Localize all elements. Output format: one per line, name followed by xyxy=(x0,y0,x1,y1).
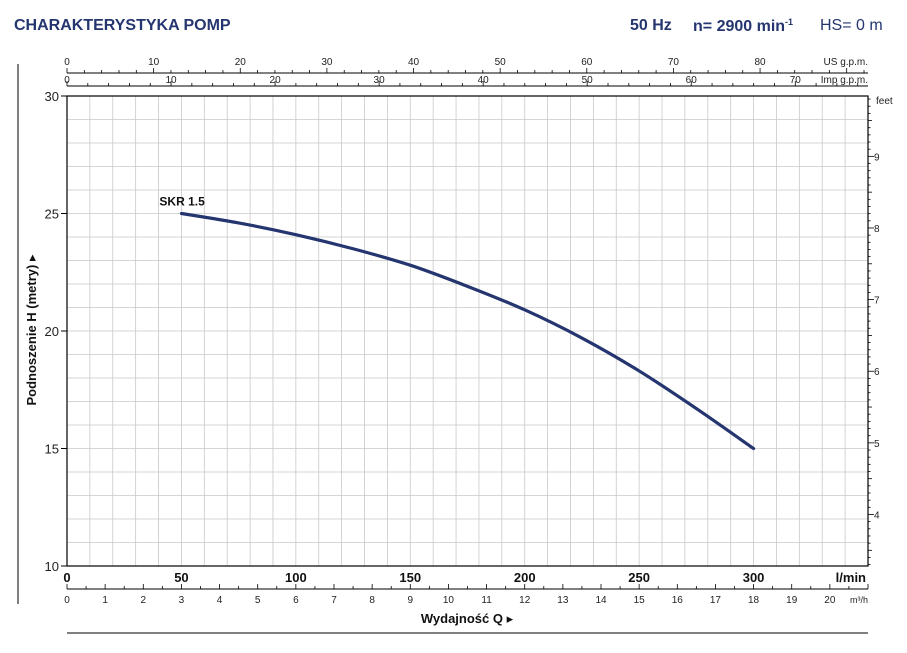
y-tick-label: 10 xyxy=(45,559,59,574)
y-tick-label: 25 xyxy=(45,207,59,222)
grid-lines xyxy=(67,96,868,566)
x-tick-label: 250 xyxy=(628,570,650,585)
feet-tick-label: 9 xyxy=(874,152,880,163)
imp-gpm-unit-label: Imp g.p.m. xyxy=(821,75,868,86)
imp-gpm-tick-label: 20 xyxy=(270,75,282,86)
x-unit-label: l/min xyxy=(836,570,866,585)
us-gpm-tick-label: 30 xyxy=(321,57,333,68)
speed-exponent: -1 xyxy=(785,17,794,27)
m3h-axis: 0 1 2 3 4 5 6 7 8 9 10 11 12 13 14 15 16 17 18 19 20 m³/h xyxy=(64,584,869,606)
m3h-tick-label: 5 xyxy=(255,595,261,606)
x-tick-label: 150 xyxy=(399,570,421,585)
x-tick-label: 50 xyxy=(174,570,188,585)
series-layer: SKR 1.5 xyxy=(159,195,756,451)
us-gpm-tick-label: 80 xyxy=(754,57,766,68)
top-flow-axes: 0 10 20 30 40 50 60 70 80 US g.p.m. 0 10 20 30 40 50 60 7… xyxy=(64,57,868,87)
speed-label: n= 2900 min-1 xyxy=(693,17,793,36)
m3h-tick-label: 16 xyxy=(672,595,684,606)
y-axis: 10 15 20 25 30 xyxy=(45,89,67,574)
feet-tick-label: 4 xyxy=(874,510,880,521)
m3h-tick-label: 15 xyxy=(634,595,646,606)
m3h-tick-label: 4 xyxy=(217,595,223,606)
x-axis: 0 50 100 150 200 250 300 l/min xyxy=(63,570,866,585)
m3h-tick-label: 17 xyxy=(710,595,722,606)
suction-head-label: HS= 0 m xyxy=(820,17,883,34)
feet-tick-label: 8 xyxy=(874,224,880,235)
imp-gpm-tick-label: 0 xyxy=(64,75,70,86)
m3h-tick-label: 10 xyxy=(443,595,455,606)
m3h-tick-label: 20 xyxy=(824,595,836,606)
y-tick-label: 30 xyxy=(45,89,59,104)
m3h-tick-label: 3 xyxy=(179,595,185,606)
m3h-tick-label: 1 xyxy=(102,595,108,606)
feet-unit-label: feet xyxy=(876,96,893,107)
us-gpm-tick-label: 40 xyxy=(408,57,420,68)
imp-gpm-tick-label: 10 xyxy=(165,75,177,86)
x-tick-label: 100 xyxy=(285,570,307,585)
plot-frame xyxy=(17,64,869,634)
m3h-tick-label: 7 xyxy=(331,595,337,606)
imp-gpm-tick-label: 40 xyxy=(478,75,490,86)
x-axis-title: Wydajność Q ▸ xyxy=(421,611,514,626)
m3h-tick-label: 13 xyxy=(557,595,569,606)
m3h-tick-label: 6 xyxy=(293,595,299,606)
imp-gpm-tick-label: 70 xyxy=(790,75,802,86)
m3h-tick-label: 8 xyxy=(369,595,375,606)
imp-gpm-tick-label: 30 xyxy=(374,75,386,86)
x-tick-label: 300 xyxy=(743,570,765,585)
m3h-tick-label: 19 xyxy=(786,595,798,606)
feet-tick-label: 6 xyxy=(874,367,880,378)
y-tick-label: 20 xyxy=(45,324,59,339)
m3h-tick-label: 12 xyxy=(519,595,531,606)
us-gpm-unit-label: US g.p.m. xyxy=(824,57,868,68)
us-gpm-tick-label: 50 xyxy=(495,57,507,68)
us-gpm-tick-label: 70 xyxy=(668,57,680,68)
y-axis-title: Podnoszenie H (metry) ▸ xyxy=(24,254,39,405)
axis-titles: Podnoszenie H (metry) ▸ Wydajność Q ▸ xyxy=(24,254,514,626)
m3h-tick-label: 9 xyxy=(408,595,414,606)
m3h-tick-label: 11 xyxy=(481,595,492,606)
m3h-tick-label: 18 xyxy=(748,595,760,606)
series-label: SKR 1.5 xyxy=(159,195,205,209)
imp-gpm-tick-label: 60 xyxy=(686,75,698,86)
feet-tick-label: 5 xyxy=(874,439,880,450)
us-gpm-tick-label: 0 xyxy=(64,57,70,68)
us-gpm-tick-label: 20 xyxy=(235,57,247,68)
series-line xyxy=(179,211,756,451)
speed-value: n= 2900 min xyxy=(693,18,786,35)
feet-axis: 4 5 6 7 8 9 feet xyxy=(868,96,893,566)
m3h-tick-label: 2 xyxy=(141,595,147,606)
us-gpm-tick-label: 60 xyxy=(581,57,593,68)
m3h-tick-label: 0 xyxy=(64,595,70,606)
y-tick-label: 15 xyxy=(45,442,59,457)
frequency-label: 50 Hz xyxy=(630,17,672,34)
x-tick-label: 0 xyxy=(63,570,70,585)
page-title: CHARAKTERYSTYKA POMP xyxy=(14,17,231,34)
feet-tick-label: 7 xyxy=(874,296,880,307)
x-tick-label: 200 xyxy=(514,570,536,585)
imp-gpm-tick-label: 50 xyxy=(582,75,594,86)
m3h-tick-label: 14 xyxy=(595,595,607,606)
m3h-unit-label: m³/h xyxy=(850,595,868,605)
us-gpm-tick-label: 10 xyxy=(148,57,160,68)
